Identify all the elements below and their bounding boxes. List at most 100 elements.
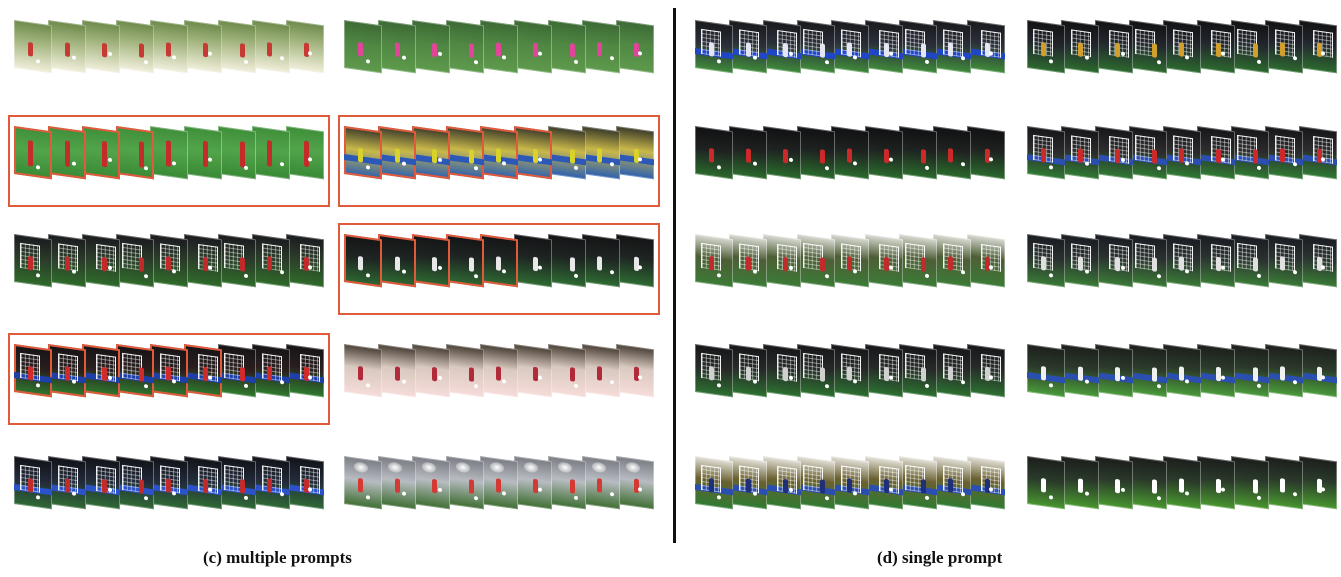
player-figure [1078, 478, 1083, 494]
highlight-box [338, 223, 660, 315]
video-frame [548, 344, 586, 398]
player-figure [65, 366, 70, 382]
soccer-ball [1121, 265, 1125, 271]
soccer-ball [989, 375, 993, 380]
player-figure [395, 256, 400, 272]
video-frame [1265, 126, 1303, 180]
player-figure [1253, 43, 1258, 58]
player-figure [847, 148, 852, 163]
video-frame [1197, 344, 1235, 398]
video-frame [1265, 234, 1303, 288]
goal-net [981, 465, 1001, 494]
video-frame [116, 20, 154, 74]
video-frame [1265, 20, 1303, 74]
frame-group [344, 120, 654, 210]
soccer-ball [108, 157, 112, 163]
caption-single-prompt: (d) single prompt [877, 548, 1003, 567]
soccer-ball [244, 383, 248, 389]
soccer-ball [889, 487, 893, 492]
video-frame [695, 456, 733, 510]
video-frame [184, 234, 222, 288]
video-frame [763, 456, 801, 510]
video-frame [1231, 20, 1269, 74]
soccer-ball [1293, 379, 1297, 385]
ad-banner [1027, 372, 1065, 384]
player-figure [1152, 479, 1157, 494]
player-figure [533, 478, 538, 494]
player-figure [102, 478, 107, 494]
video-frame [252, 20, 290, 74]
soccer-ball [1185, 269, 1189, 274]
player-figure [597, 148, 602, 163]
soccer-ball [789, 157, 793, 163]
player-figure [1317, 256, 1322, 272]
player-figure [395, 42, 400, 58]
frame-group [344, 338, 654, 428]
video-frame [1265, 344, 1303, 398]
video-frame [116, 344, 154, 398]
video-frame [82, 20, 120, 74]
player-figure [166, 256, 171, 271]
video-frame [378, 20, 416, 74]
player-figure [1041, 147, 1046, 163]
player-figure [65, 478, 70, 494]
player-figure [746, 366, 751, 382]
player-figure [884, 42, 889, 58]
soccer-ball [753, 161, 757, 166]
soccer-ball [1257, 273, 1261, 279]
video-frame [1231, 456, 1269, 510]
ad-banner [344, 154, 382, 166]
player-figure [240, 367, 245, 382]
video-frame [1095, 20, 1133, 74]
goal-net [943, 243, 963, 272]
video-frame [831, 344, 869, 398]
soccer-ball [717, 59, 721, 64]
video-frame [150, 344, 188, 398]
video-frame [899, 234, 937, 288]
player-figure [533, 256, 538, 272]
video-frame [480, 344, 518, 398]
video-frame [1061, 126, 1099, 180]
video-frame [1095, 456, 1133, 510]
video-frame [286, 234, 324, 288]
player-figure [28, 255, 33, 271]
soccer-ball [208, 265, 212, 270]
soccer-ball [108, 265, 112, 271]
video-frame [1027, 126, 1065, 180]
soccer-ball [502, 491, 506, 496]
floodlight [592, 461, 606, 474]
player-figure [533, 148, 538, 164]
soccer-ball [172, 161, 176, 166]
frame-group [344, 450, 654, 540]
video-frame [729, 344, 767, 398]
goal-net [198, 465, 218, 494]
video-frame [252, 456, 290, 510]
soccer-ball [1221, 487, 1225, 492]
player-figure [948, 42, 953, 57]
video-frame [616, 234, 654, 288]
video-frame [150, 234, 188, 288]
floodlight [626, 461, 640, 474]
soccer-ball [308, 375, 312, 380]
video-frame [218, 20, 256, 74]
goal-net [943, 465, 963, 494]
goal-net [1313, 135, 1333, 164]
player-figure [139, 479, 144, 494]
video-frame [1163, 344, 1201, 398]
player-figure [469, 149, 474, 164]
video-frame [1231, 344, 1269, 398]
soccer-ball [1049, 273, 1053, 278]
soccer-ball [638, 157, 642, 162]
video-frame [1197, 234, 1235, 288]
soccer-ball [402, 379, 406, 384]
player-figure [203, 478, 208, 494]
player-figure [783, 42, 788, 58]
soccer-ball [474, 383, 478, 389]
player-figure [304, 478, 309, 494]
frame-group [1027, 450, 1337, 540]
player-figure [948, 148, 953, 163]
player-figure [709, 255, 714, 271]
soccer-ball [638, 51, 642, 56]
player-figure [847, 42, 852, 57]
video-frame [412, 456, 450, 510]
